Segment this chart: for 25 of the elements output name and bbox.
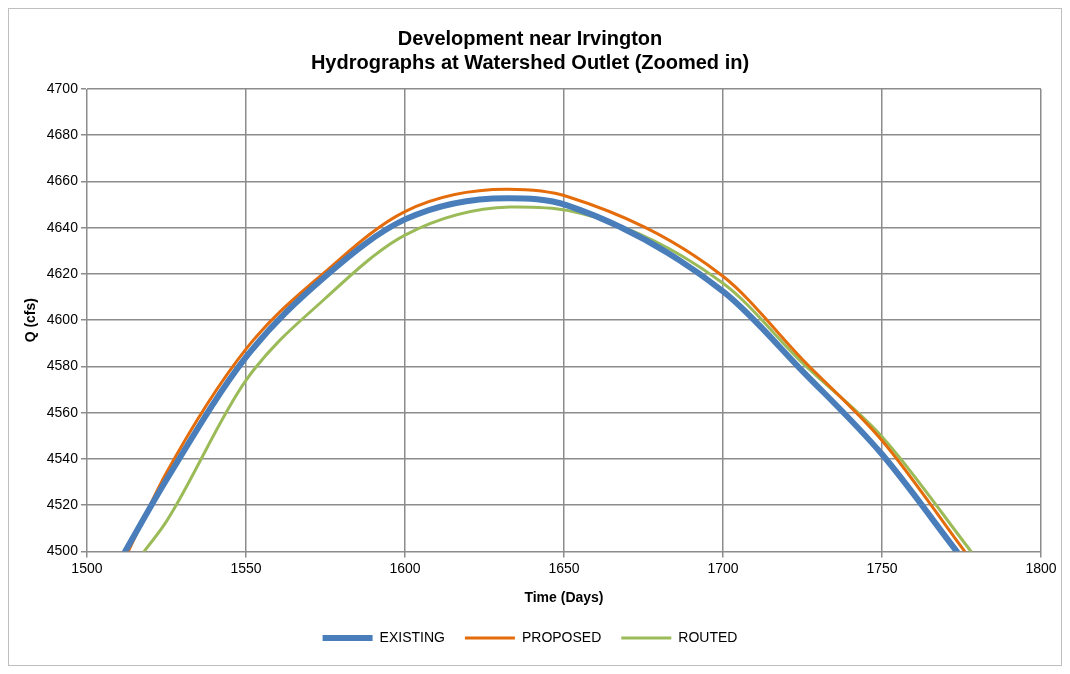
- x-axis-title: Time (Days): [524, 589, 604, 606]
- y-tick-label: 4680: [46, 126, 79, 143]
- x-tick-label: 1650: [548, 559, 580, 576]
- legend-label: PROPOSED: [521, 628, 602, 645]
- y-tick-label: 4540: [46, 449, 79, 466]
- y-tick-label: 4500: [46, 542, 79, 559]
- y-tick-label: 4640: [46, 218, 79, 235]
- x-tick-label: 1600: [389, 559, 421, 576]
- x-tick-label: 1700: [707, 559, 739, 576]
- text: Hydrographs at Watershed Outlet (Zoomed in): [310, 50, 750, 73]
- x-tick-label: 1750: [866, 559, 898, 576]
- legend-label: ROUTED: [678, 628, 738, 645]
- y-tick-label: 4620: [46, 264, 79, 281]
- x-tick-label: 1550: [230, 559, 262, 576]
- legend-label: EXISTING: [379, 628, 445, 645]
- y-axis-title: Q (cfs): [22, 298, 39, 343]
- y-tick-label: 4560: [46, 403, 79, 420]
- y-tick-label: 4700: [46, 79, 79, 96]
- x-tick-label: 1500: [71, 559, 103, 576]
- text: Development near Irvington: [397, 26, 663, 49]
- y-tick-label: 4660: [46, 172, 79, 189]
- y-tick-label: 4600: [46, 311, 79, 328]
- y-tick-label: 4580: [46, 357, 79, 374]
- y-tick-label: 4520: [46, 496, 79, 513]
- x-tick-label: 1800: [1025, 559, 1057, 576]
